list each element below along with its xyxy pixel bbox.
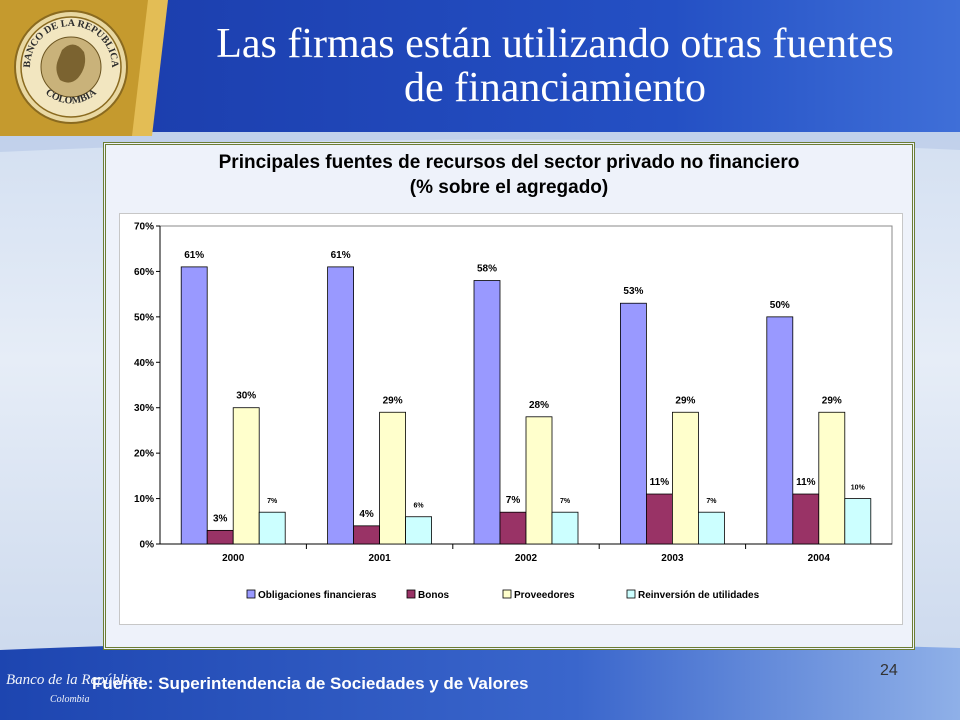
x-tick-label: 2000 [222, 553, 245, 564]
data-label: 61% [331, 250, 351, 261]
chart-subtitle: (% sobre el agregado) [409, 177, 609, 198]
data-label: 7% [706, 498, 717, 505]
legend-label: Bonos [418, 590, 450, 601]
page-number: 24 [880, 662, 898, 679]
data-label: 29% [675, 395, 695, 406]
legend-label: Obligaciones financieras [258, 590, 377, 601]
bar [672, 411, 699, 545]
bar-chart: 0% 10% 20% 30% 40% 50% 60% 70% 2000 61% 3% 30% 7% 200… [134, 222, 893, 601]
data-label: 50% [770, 300, 790, 311]
legend-swatch [626, 589, 636, 599]
y-tick-label: 60% [134, 267, 154, 278]
legend-swatch [406, 589, 416, 599]
bar [698, 511, 725, 545]
bar [258, 511, 286, 545]
y-tick-label: 10% [134, 494, 154, 505]
data-label: 53% [623, 286, 643, 297]
slide-title: Las firmas están utilizando otras fuente… [150, 22, 960, 110]
legend-label: Reinversión de utilidades [638, 590, 760, 601]
bar [818, 411, 846, 545]
footer-logo-subtext: Colombia [50, 694, 90, 705]
x-tick-label: 2003 [661, 553, 684, 564]
data-label: 7% [560, 498, 571, 505]
x-tick-label: 2004 [808, 553, 831, 564]
data-label: 6% [414, 503, 425, 510]
y-tick-label: 0% [140, 540, 155, 551]
bar [232, 407, 260, 545]
chart-frame: Principales fuentes de recursos del sect… [103, 142, 915, 650]
x-tick-label: 2001 [368, 553, 391, 564]
data-label: 28% [529, 400, 549, 411]
bar [405, 516, 433, 545]
data-label: 4% [359, 509, 374, 520]
data-label: 7% [506, 495, 521, 506]
legend-swatch [246, 589, 256, 599]
bar [646, 493, 673, 545]
bar [792, 493, 820, 545]
bar [206, 529, 234, 545]
y-tick-label: 30% [134, 403, 154, 414]
bar [473, 280, 501, 545]
data-label: 11% [650, 477, 670, 488]
bar [619, 302, 647, 545]
bar [551, 511, 579, 545]
data-label: 61% [184, 250, 204, 261]
slide-title-line-1: Las firmas están utilizando otras fuente… [216, 21, 894, 67]
data-label: 29% [383, 395, 403, 406]
bar [499, 511, 527, 545]
chart-title: Principales fuentes de recursos del sect… [218, 152, 800, 173]
x-tick-label: 2002 [515, 553, 538, 564]
slide-title-line-2: de financiamiento [403, 65, 707, 111]
footer-logo-text: Banco de la República [6, 672, 143, 688]
plot-panel: 0% 10% 20% 30% 40% 50% 60% 70% 2000 61% 3% 30% 7% 200… [119, 213, 903, 625]
bar [525, 416, 553, 545]
y-tick-label: 50% [134, 312, 154, 323]
data-label: 58% [477, 264, 497, 275]
y-tick-label: 70% [134, 222, 154, 233]
legend-swatch [502, 589, 512, 599]
data-label: 30% [236, 391, 256, 402]
bar [844, 498, 872, 545]
data-label: 3% [213, 513, 228, 524]
data-label: 10% [851, 485, 866, 492]
y-tick-label: 40% [134, 358, 154, 369]
data-label: 29% [822, 395, 842, 406]
source-note: Fuente: Superintendencia de Sociedades y… [92, 674, 529, 693]
data-label: 7% [267, 498, 278, 505]
bar [379, 411, 407, 545]
data-label: 11% [796, 477, 816, 488]
y-tick-label: 20% [134, 449, 154, 460]
legend-label: Proveedores [514, 590, 575, 601]
banco-republica-seal: BANCO DE LA REPUBLICA COLOMBIA [14, 10, 128, 124]
bar [327, 266, 355, 545]
bar [766, 316, 794, 545]
bar [353, 525, 381, 545]
bar [180, 266, 208, 545]
